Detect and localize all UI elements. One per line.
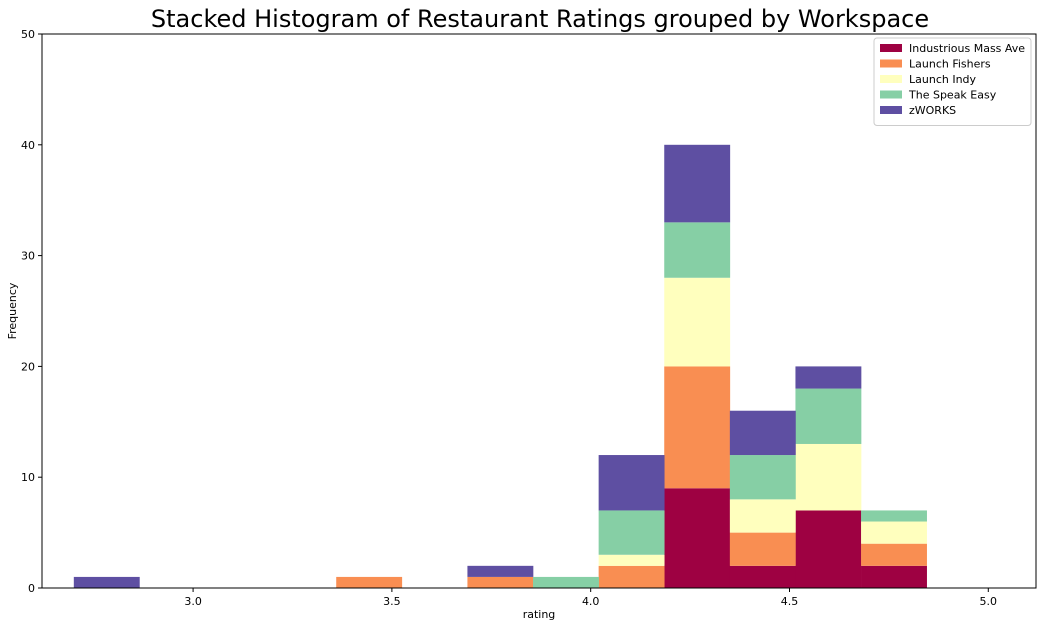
legend-swatch-launch-indy [880, 75, 902, 83]
legend-label-the-speak-easy: The Speak Easy [908, 89, 997, 102]
y-tick-label: 10 [21, 471, 35, 484]
bar-launch-indy-bin-12 [861, 521, 927, 544]
plot-frame [41, 33, 1037, 589]
x-tick-label: 4.5 [781, 595, 799, 608]
bar-launch-indy-bin-8 [598, 554, 665, 566]
bar-the-speak-easy-bin-8 [598, 510, 665, 555]
bar-launch-indy-bin-9 [664, 277, 731, 367]
y-axis-label: Frequency [6, 282, 19, 339]
bar-zworks-bin-9 [664, 144, 731, 223]
bar-launch-fishers-bin-4 [336, 576, 403, 588]
x-tick-label: 4.0 [582, 595, 600, 608]
x-tick-label: 3.5 [383, 595, 401, 608]
y-axis-ticks: 0 10 20 30 40 50 [21, 28, 42, 595]
x-axis-label: rating [523, 608, 556, 621]
bar-the-speak-easy-bin-7 [533, 576, 599, 588]
x-tick-label: 3.0 [184, 595, 202, 608]
bar-zworks-bin-0 [73, 576, 140, 588]
bar-zworks-bin-6 [467, 565, 534, 577]
bar-the-speak-easy-bin-11 [795, 388, 862, 444]
y-tick-label: 50 [21, 28, 35, 41]
bar-the-speak-easy-bin-9 [664, 222, 731, 278]
bar-zworks-bin-8 [598, 455, 665, 511]
bar-industrious-mass-ave-bin-9 [664, 488, 731, 588]
y-tick-label: 40 [21, 139, 35, 152]
legend-label-launch-indy: Launch Indy [909, 73, 977, 86]
bar-industrious-mass-ave-bin-11 [795, 510, 862, 588]
legend-label-launch-fishers: Launch Fishers [909, 58, 991, 71]
legend-label-zworks: zWORKS [909, 104, 956, 117]
bar-industrious-mass-ave-bin-10 [729, 565, 796, 588]
legend-label-industrious-mass-ave: Industrious Mass Ave [909, 42, 1025, 55]
bar-zworks-bin-10 [729, 410, 796, 456]
legend: Industrious Mass Ave Launch Fishers Launch… [873, 37, 1032, 126]
bar-launch-indy-bin-10 [729, 499, 796, 533]
legend-swatch-the-speak-easy [880, 90, 902, 99]
bar-launch-fishers-bin-12 [861, 543, 927, 566]
x-tick-label: 5.0 [980, 595, 998, 608]
bar-launch-fishers-bin-9 [664, 366, 731, 489]
legend-swatch-launch-fishers [880, 59, 902, 68]
y-tick-label: 30 [21, 250, 35, 263]
y-tick-label: 0 [28, 582, 35, 595]
bar-industrious-mass-ave-bin-12 [861, 565, 927, 588]
legend-swatch-industrious-mass-ave [880, 44, 902, 52]
bar-the-speak-easy-bin-10 [729, 455, 796, 500]
chart-title: Stacked Histogram of Restaurant Ratings … [151, 5, 929, 33]
x-axis-ticks: 3.0 3.5 4.0 4.5 5.0 [184, 588, 997, 608]
bar-zworks-bin-11 [795, 366, 862, 389]
bars-layer [73, 144, 927, 588]
bar-the-speak-easy-bin-12 [861, 510, 927, 522]
bar-launch-fishers-bin-10 [729, 532, 796, 566]
y-tick-label: 20 [21, 360, 35, 373]
legend-swatch-zworks [880, 106, 902, 114]
bar-launch-fishers-bin-6 [467, 576, 534, 588]
bar-launch-indy-bin-11 [795, 443, 862, 511]
legend-box [873, 37, 1032, 126]
bar-launch-fishers-bin-8 [598, 565, 665, 588]
